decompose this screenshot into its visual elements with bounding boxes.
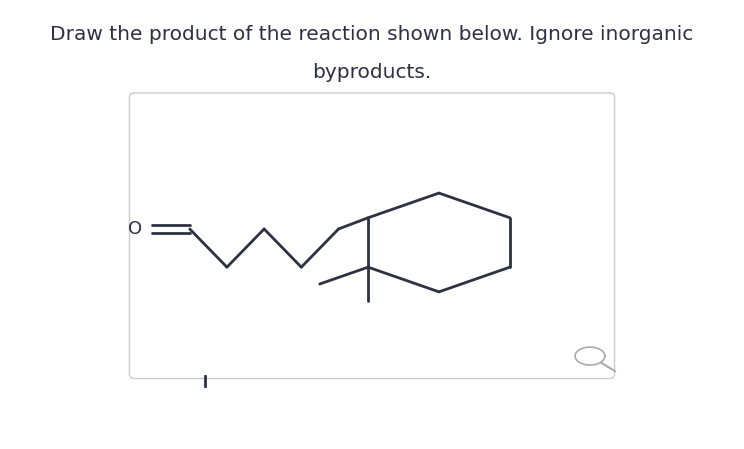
Text: Draw the product of the reaction shown below. Ignore inorganic: Draw the product of the reaction shown b…: [51, 25, 693, 44]
Text: O: O: [129, 220, 142, 238]
Text: byproducts.: byproducts.: [312, 63, 432, 82]
FancyBboxPatch shape: [129, 93, 615, 379]
